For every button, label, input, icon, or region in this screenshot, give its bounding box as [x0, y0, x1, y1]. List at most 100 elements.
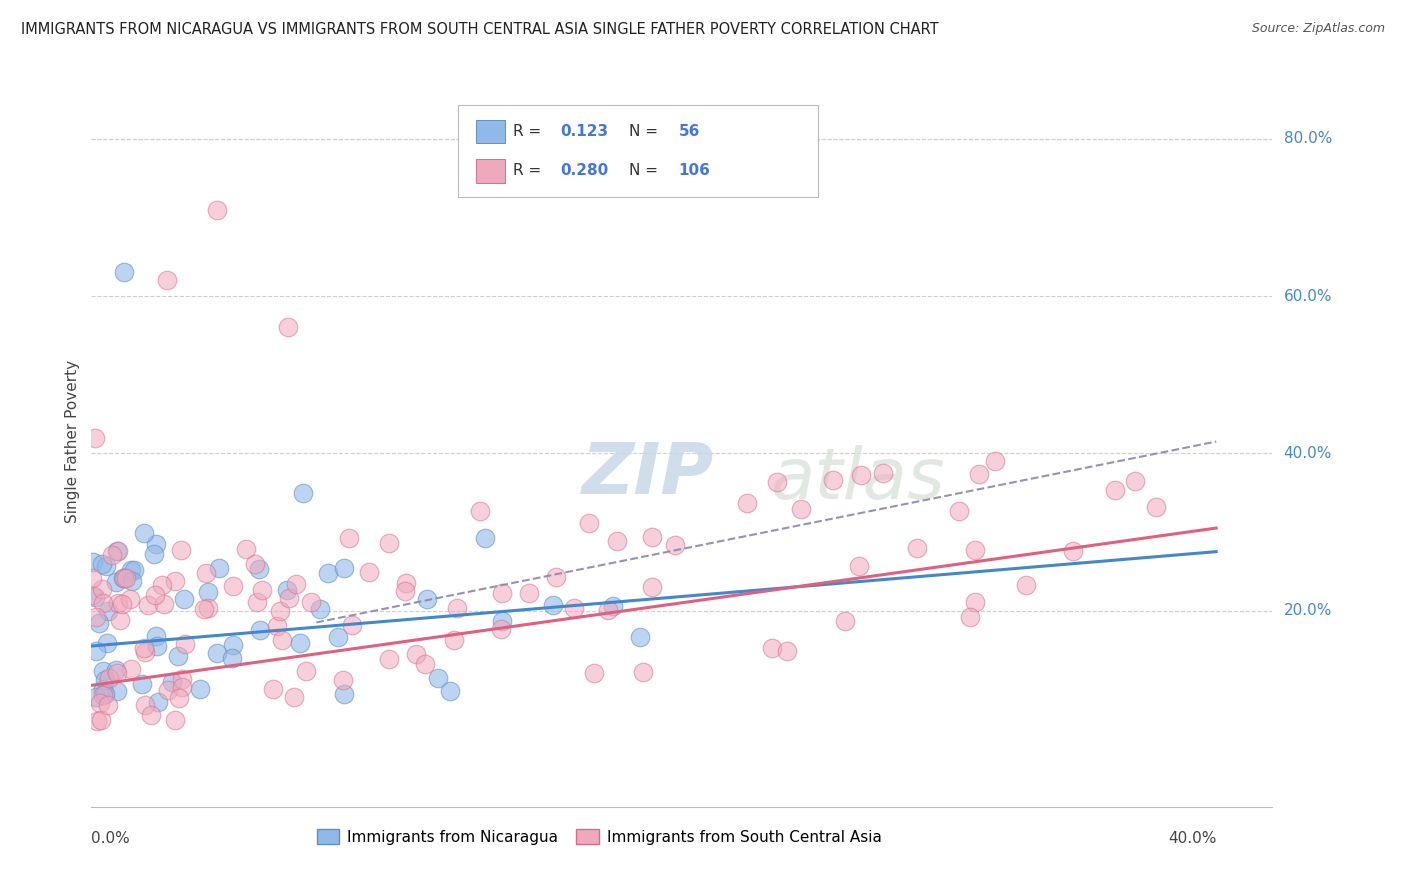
Point	[332, 673, 354, 687]
Point	[415, 657, 437, 671]
Point	[174, 637, 197, 651]
Point	[1015, 577, 1038, 591]
Point	[84, 690, 107, 704]
Point	[333, 687, 356, 701]
Point	[222, 579, 245, 593]
Point	[120, 592, 142, 607]
Point	[145, 629, 167, 643]
Point	[340, 618, 363, 632]
Point	[96, 635, 118, 649]
Point	[292, 485, 315, 500]
Point	[94, 673, 117, 688]
Point	[235, 541, 257, 556]
Point	[93, 687, 115, 701]
Point	[89, 696, 111, 710]
Point	[776, 643, 799, 657]
Point	[761, 640, 783, 655]
Point	[105, 544, 128, 558]
Point	[197, 584, 219, 599]
Text: 0.0%: 0.0%	[91, 830, 131, 846]
Point	[468, 504, 491, 518]
Point	[145, 537, 167, 551]
Text: R =: R =	[513, 163, 546, 178]
Point	[333, 561, 356, 575]
Text: R =: R =	[513, 124, 546, 139]
Point	[959, 609, 981, 624]
Point	[167, 690, 190, 705]
Point	[131, 676, 153, 690]
Point	[91, 688, 114, 702]
Text: 0.123: 0.123	[560, 124, 609, 139]
Point	[309, 602, 332, 616]
Point	[122, 564, 145, 578]
Point	[120, 662, 142, 676]
Point	[112, 265, 135, 279]
Point	[134, 645, 156, 659]
Point	[378, 536, 401, 550]
Point	[195, 566, 218, 581]
Point	[405, 648, 427, 662]
Point	[491, 614, 513, 628]
Point	[641, 580, 664, 594]
Text: 60.0%: 60.0%	[1284, 288, 1331, 303]
Point	[326, 630, 349, 644]
Point	[173, 592, 195, 607]
Y-axis label: Single Father Poverty: Single Father Poverty	[65, 360, 80, 523]
Point	[143, 547, 166, 561]
Point	[172, 673, 194, 687]
Point	[905, 541, 928, 555]
Point	[91, 557, 114, 571]
Point	[1062, 544, 1084, 558]
Point	[377, 652, 399, 666]
Point	[1104, 483, 1126, 497]
Point	[222, 638, 245, 652]
Point	[208, 561, 231, 575]
Point	[664, 538, 686, 552]
Point	[474, 531, 496, 545]
Text: 106: 106	[678, 163, 710, 178]
Point	[582, 666, 605, 681]
Point	[90, 713, 112, 727]
Point	[82, 588, 104, 602]
Point	[963, 595, 986, 609]
Point	[246, 595, 269, 609]
Point	[834, 614, 856, 628]
Legend: Immigrants from Nicaragua, Immigrants from South Central Asia: Immigrants from Nicaragua, Immigrants fr…	[311, 822, 889, 851]
Point	[766, 475, 789, 490]
Text: N =: N =	[628, 163, 662, 178]
Point	[97, 604, 120, 618]
Point	[188, 682, 211, 697]
Point	[112, 571, 135, 585]
Point	[105, 684, 128, 698]
Point	[276, 582, 298, 597]
Point	[107, 596, 129, 610]
Point	[848, 558, 870, 573]
Point	[299, 595, 322, 609]
Point	[851, 468, 873, 483]
Point	[97, 671, 120, 685]
Text: IMMIGRANTS FROM NICARAGUA VS IMMIGRANTS FROM SOUTH CENTRAL ASIA SINGLE FATHER PO: IMMIGRANTS FROM NICARAGUA VS IMMIGRANTS …	[21, 22, 939, 37]
Point	[87, 616, 110, 631]
Point	[91, 682, 114, 697]
Point	[318, 566, 340, 580]
Point	[82, 555, 104, 569]
Point	[120, 563, 142, 577]
Point	[84, 610, 107, 624]
Point	[821, 473, 844, 487]
Point	[134, 698, 156, 713]
Point	[143, 588, 166, 602]
Point	[104, 575, 127, 590]
Point	[83, 590, 105, 604]
Point	[221, 651, 243, 665]
Point	[631, 665, 654, 679]
Point	[948, 504, 970, 518]
Point	[105, 666, 128, 681]
Point	[136, 599, 159, 613]
Text: 40.0%: 40.0%	[1168, 830, 1216, 846]
Point	[132, 525, 155, 540]
Point	[544, 570, 567, 584]
Point	[146, 695, 169, 709]
Point	[121, 574, 143, 588]
Point	[443, 633, 465, 648]
Point	[439, 683, 461, 698]
